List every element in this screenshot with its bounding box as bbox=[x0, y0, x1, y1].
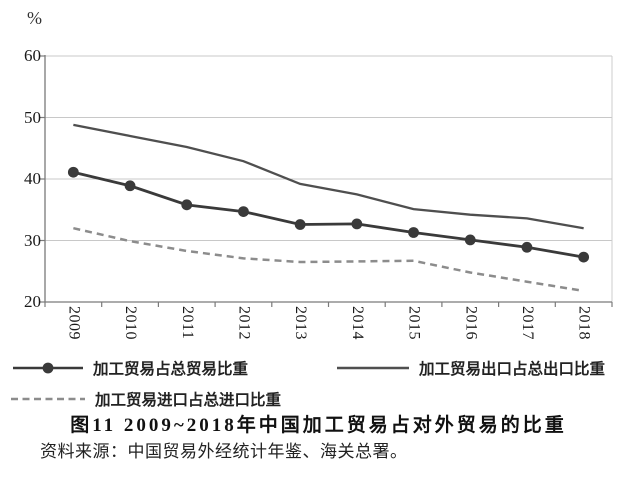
legend-label-import-share: 加工贸易进口占总进口比重 bbox=[95, 392, 282, 409]
legend-swatch-solid-line-icon bbox=[337, 366, 409, 370]
legend-item-import-share: 加工贸易进口占总进口比重 bbox=[10, 388, 281, 410]
y-tick-label: 50 bbox=[24, 107, 41, 127]
y-tick-label: 30 bbox=[24, 230, 41, 250]
x-tick-label: 2009 bbox=[65, 306, 83, 340]
legend-swatch-dashed-line-icon bbox=[11, 397, 85, 401]
x-tick-label: 2016 bbox=[462, 306, 480, 340]
x-tick-label: 2010 bbox=[122, 306, 140, 340]
legend-item-export-share: 加工贸易出口占总出口比重 bbox=[336, 357, 605, 379]
y-tick-label: 40 bbox=[24, 169, 41, 188]
legend-label-total-share: 加工贸易占总贸易比重 bbox=[93, 361, 249, 378]
x-tick-label: 2015 bbox=[405, 306, 423, 340]
x-tick-label: 2011 bbox=[178, 306, 196, 340]
legend-label-export-share: 加工贸易出口占总出口比重 bbox=[419, 361, 606, 378]
y-tick-label: 60 bbox=[24, 46, 41, 65]
x-tick-label: 2013 bbox=[292, 306, 310, 340]
source-note: 资料来源：中国贸易外经统计年鉴、海关总署。 bbox=[40, 442, 408, 461]
x-tick-label: 2014 bbox=[348, 306, 366, 340]
figure-caption: 图11 2009~2018年中国加工贸易占对外贸易的比重 bbox=[70, 415, 567, 436]
y-tick-label: 20 bbox=[24, 292, 41, 311]
x-tick-label: 2012 bbox=[235, 306, 253, 340]
y-axis-unit-label: % bbox=[27, 8, 42, 28]
legend-item-total-share: 加工贸易占总贸易比重 bbox=[12, 357, 248, 379]
x-tick-label: 2017 bbox=[518, 306, 536, 340]
legend-swatch-line-with-marker-icon bbox=[13, 362, 83, 374]
x-tick-label: 2018 bbox=[575, 306, 593, 340]
